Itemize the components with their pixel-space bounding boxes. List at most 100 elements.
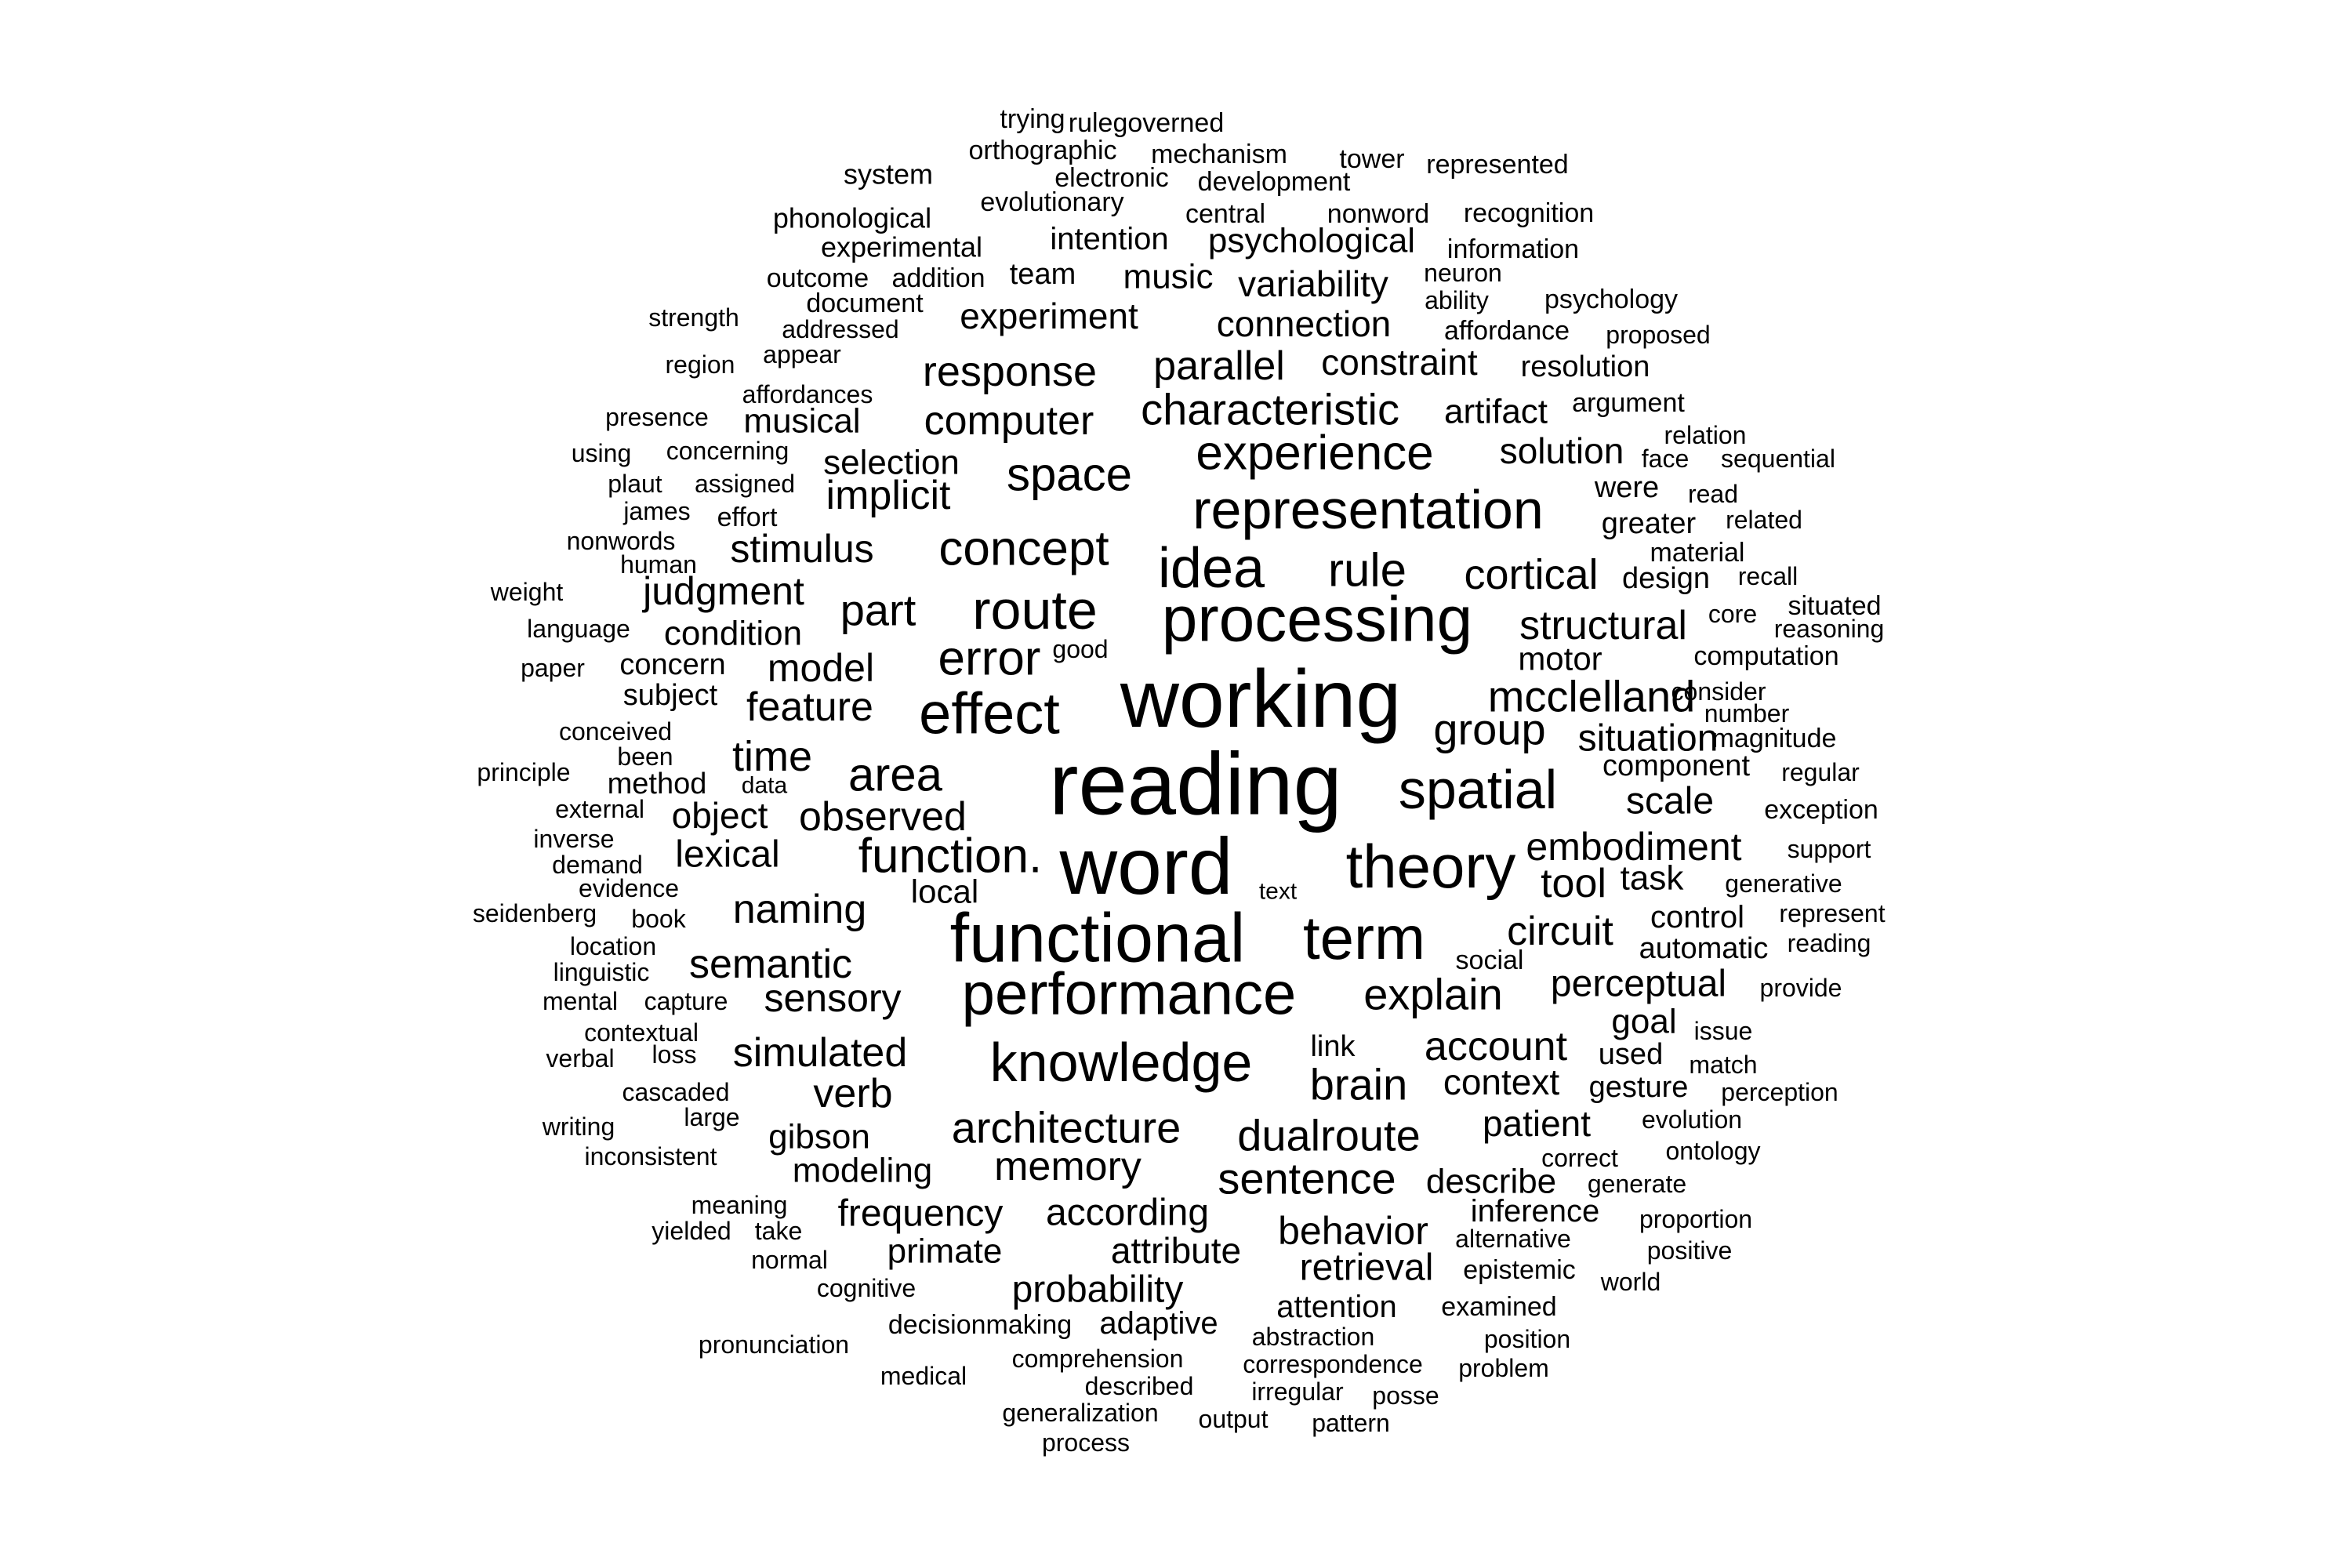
word-characteristic: characteristic	[1141, 385, 1399, 434]
word-route: route	[972, 579, 1098, 641]
word-judgment: judgment	[641, 569, 804, 613]
word-language: language	[527, 615, 630, 643]
word-tool: tool	[1541, 861, 1606, 906]
word-response: response	[923, 348, 1097, 395]
word-electronic: electronic	[1054, 163, 1169, 193]
word-constraint: constraint	[1321, 342, 1478, 383]
word-concern: concern	[619, 648, 725, 681]
word-account: account	[1425, 1024, 1568, 1069]
word-according: according	[1046, 1192, 1209, 1234]
word-experiment: experiment	[960, 296, 1138, 336]
word-cascaded: cascaded	[622, 1078, 730, 1106]
word-sensory: sensory	[764, 976, 901, 1020]
word-data: data	[742, 773, 788, 799]
word-consider: consider	[1671, 677, 1766, 706]
word-take: take	[755, 1217, 802, 1245]
word-resolution: resolution	[1521, 350, 1650, 383]
word-theory: theory	[1346, 832, 1516, 901]
word-nonword: nonword	[1327, 199, 1429, 229]
word-used: used	[1599, 1038, 1663, 1071]
word-rulegoverned: rulegoverned	[1069, 108, 1224, 138]
word-affordances: affordances	[742, 380, 873, 408]
word-core: core	[1708, 600, 1757, 628]
word-proposed: proposed	[1606, 321, 1710, 349]
word-output: output	[1199, 1405, 1269, 1433]
word-primate: primate	[887, 1232, 1003, 1271]
word-described: described	[1085, 1372, 1194, 1400]
word-neuron: neuron	[1424, 259, 1502, 287]
word-situation: situation	[1578, 718, 1719, 760]
word-phonological: phonological	[773, 202, 931, 234]
word-probability: probability	[1012, 1269, 1184, 1311]
word-artifact: artifact	[1444, 393, 1548, 431]
word-writing: writing	[542, 1112, 615, 1141]
word-sentence: sentence	[1218, 1154, 1396, 1203]
word-connection: connection	[1217, 303, 1392, 344]
word-perceptual: perceptual	[1551, 964, 1726, 1005]
word-reasoning: reasoning	[1774, 615, 1885, 643]
word-central: central	[1185, 199, 1265, 229]
word-rule: rule	[1328, 544, 1406, 597]
word-world: world	[1600, 1268, 1661, 1296]
word-mechanism: mechanism	[1151, 140, 1287, 169]
word-condition: condition	[664, 615, 802, 653]
word-number: number	[1704, 699, 1790, 728]
word-represented: represented	[1426, 150, 1568, 180]
word-attention: attention	[1276, 1290, 1396, 1324]
word-feature: feature	[746, 684, 873, 730]
word-recall: recall	[1738, 562, 1798, 590]
word-error: error	[938, 632, 1041, 686]
word-inverse: inverse	[533, 825, 614, 853]
word-generate: generate	[1588, 1170, 1686, 1198]
word-principle: principle	[477, 758, 570, 786]
word-appear: appear	[763, 340, 841, 368]
word-comprehension: comprehension	[1012, 1345, 1184, 1373]
word-evolutionary: evolutionary	[980, 187, 1123, 217]
word-cognitive: cognitive	[817, 1274, 916, 1302]
word-strength: strength	[648, 303, 739, 332]
word-structural: structural	[1519, 603, 1687, 648]
word-orthographic: orthographic	[968, 136, 1116, 165]
word-computation: computation	[1693, 641, 1838, 671]
word-semantic: semantic	[689, 942, 852, 987]
word-embodiment: embodiment	[1526, 825, 1741, 869]
word-cortical: cortical	[1464, 551, 1598, 598]
word-exception: exception	[1764, 795, 1878, 825]
word-functional: functional	[950, 899, 1246, 977]
word-mcclelland: mcclelland	[1488, 672, 1696, 721]
word-plaut: plaut	[608, 470, 662, 498]
word-design: design	[1622, 562, 1710, 595]
word-affordance: affordance	[1444, 316, 1570, 346]
word-knowledge: knowledge	[990, 1032, 1253, 1093]
word-verbal: verbal	[546, 1044, 614, 1073]
word-issue: issue	[1694, 1017, 1753, 1045]
word-method: method	[608, 768, 707, 800]
word-conceived: conceived	[559, 717, 672, 746]
word-patient: patient	[1483, 1103, 1591, 1144]
word-motor: motor	[1518, 641, 1602, 677]
word-architecture: architecture	[952, 1103, 1181, 1152]
word-model: model	[768, 646, 874, 690]
word-behavior: behavior	[1278, 1209, 1428, 1253]
word-abstraction: abstraction	[1252, 1323, 1375, 1351]
word-musical: musical	[743, 402, 860, 441]
word-subject: subject	[623, 679, 718, 712]
word-book: book	[631, 905, 686, 933]
word-document: document	[806, 289, 924, 318]
word-normal: normal	[751, 1246, 828, 1274]
word-sequential: sequential	[1721, 445, 1835, 473]
word-read: read	[1688, 480, 1738, 508]
word-problem: problem	[1458, 1354, 1549, 1382]
word-information: information	[1447, 234, 1579, 264]
word-explain: explain	[1363, 970, 1502, 1019]
word-context: context	[1443, 1062, 1560, 1102]
word-time: time	[732, 733, 812, 780]
word-related: related	[1726, 506, 1802, 534]
word-evidence: evidence	[579, 874, 679, 902]
word-seidenberg: seidenberg	[473, 899, 597, 927]
word-retrieval: retrieval	[1300, 1247, 1434, 1289]
word-argument: argument	[1572, 388, 1685, 418]
word-psychological: psychological	[1208, 222, 1415, 260]
word-dualroute: dualroute	[1237, 1111, 1421, 1160]
